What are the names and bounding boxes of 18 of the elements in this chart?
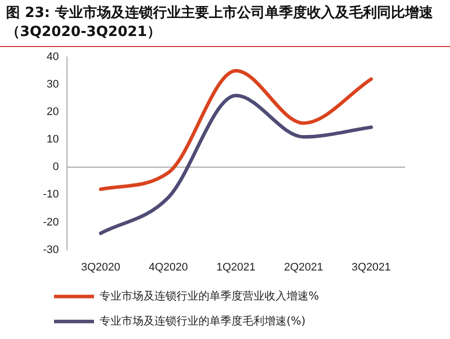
chart-title: 图 23: 专业市场及连锁行业主要上市公司单季度收入及毛利同比增速（3Q2020-3Q2021） <box>0 0 450 47</box>
y-tick-label: 40 <box>46 51 59 64</box>
y-tick-label: 30 <box>46 78 59 91</box>
y-tick-label: 10 <box>46 134 59 146</box>
legend-label: 专业市场及连锁行业的单季度营业收入增速% <box>100 289 319 302</box>
y-tick-label: 0 <box>52 161 59 174</box>
line-series <box>98 69 373 191</box>
legend-label: 专业市场及连锁行业的单季度毛利增速(%) <box>100 314 306 328</box>
x-tick-label: 2Q2021 <box>284 261 324 274</box>
y-tick-label: -10 <box>42 188 59 201</box>
x-tick-label: 1Q2021 <box>216 261 256 274</box>
x-tick-label: 3Q2020 <box>81 261 120 274</box>
line-series <box>98 94 373 236</box>
y-tick-label: 20 <box>46 106 59 118</box>
y-tick-label: -30 <box>42 244 59 256</box>
x-tick-label: 4Q2020 <box>148 261 188 274</box>
y-tick-label: -20 <box>42 216 59 228</box>
x-tick-label: 3Q2021 <box>352 261 391 274</box>
